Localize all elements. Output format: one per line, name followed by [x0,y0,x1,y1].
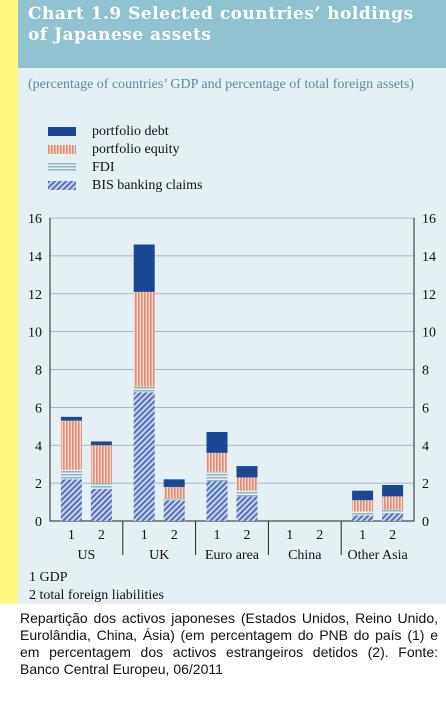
bar-segment-bis-banking-claims [382,513,404,521]
bar-segment-portfolio-equity [382,496,404,510]
legend-swatch-fdi [48,163,76,172]
bar-segment-portfolio-equity [236,477,258,491]
bar-segment-portfolio-debt [60,416,82,421]
group-label: UK [149,548,169,563]
bar-segment-fdi [352,511,374,516]
bar-sub-label: 2 [316,528,323,543]
chart-title-line1: Chart 1.9 Selected countries’ holdings [28,4,414,24]
y-tick-label-right: 0 [422,515,429,530]
legend: portfolio debt portfolio equity FDI BIS ban… [48,124,268,196]
bar-segment-bis-banking-claims [236,496,258,521]
group-label: Euro area [205,548,260,563]
group-label: Other Asia [347,548,408,563]
bar-segment-portfolio-equity [133,291,155,387]
y-tick-label-left: 12 [28,288,42,303]
bar-segment-fdi [206,471,228,482]
bar-segment-fdi [236,490,258,497]
legend-item: FDI [48,160,268,178]
y-tick-label-left: 6 [35,401,42,416]
bar-segment-portfolio-equity [90,445,112,484]
y-tick-label-left: 0 [35,515,42,530]
y-tick-label-right: 10 [422,326,436,341]
y-tick-label-right: 12 [422,288,436,303]
bar-notes: 1 GDP 2 total foreign liabilities [29,569,164,605]
y-tick-label-right: 4 [422,439,429,454]
legend-label: portfolio equity [92,142,180,157]
bar-segment-portfolio-equity [60,420,82,470]
y-tick-label-left: 14 [28,250,42,265]
y-tick-label-right: 6 [422,401,429,416]
y-tick-label-left: 16 [28,212,42,227]
note-gdp: 1 GDP [29,570,68,585]
bar-sub-label: 1 [141,528,148,543]
bar-segment-bis-banking-claims [352,515,374,521]
bar-sub-label: 2 [389,528,396,543]
bar-segment-portfolio-debt [382,485,404,497]
bar-sub-label: 1 [68,528,75,543]
note-total-foreign-liabilities: 2 total foreign liabilities [29,588,164,603]
bar-segment-portfolio-equity [163,486,185,499]
bar-sub-label: 1 [359,528,366,543]
footer-caption: Repartição dos activos japoneses (Estado… [20,610,438,677]
bar-segment-fdi [133,386,155,393]
bar-segment-bis-banking-claims [133,392,155,521]
group-label: China [288,548,322,563]
bar-segment-fdi [90,483,112,489]
bar-segment-fdi [60,469,82,480]
legend-swatch-portfolio-equity [48,145,76,154]
bar-segment-portfolio-debt [236,466,258,478]
y-tick-label-right: 8 [422,364,429,379]
bar-sub-label: 2 [98,528,105,543]
bar-sub-label: 2 [171,528,178,543]
legend-item: portfolio debt [48,124,268,142]
bar-segment-fdi [163,498,185,501]
axes-frame [49,218,415,522]
legend-label: portfolio debt [92,124,169,139]
bar-segment-bis-banking-claims [206,481,228,521]
legend-label: FDI [92,160,115,175]
y-tick-label-left: 4 [35,439,42,454]
legend-item: portfolio equity [48,142,268,160]
side-strip [0,0,18,604]
chart-title: Chart 1.9 Selected countries’ holdings o… [28,4,438,46]
bar-segment-portfolio-debt [133,244,155,292]
bar-segment-bis-banking-claims [90,488,112,521]
bar-segment-portfolio-debt [206,431,228,453]
bar-segment-portfolio-equity [206,452,228,472]
chart-title-line2: of Japanese assets [28,25,212,45]
bar-segment-fdi [382,509,404,514]
bar-segment-portfolio-debt [352,490,374,501]
legend-label: BIS banking claims [92,178,203,193]
y-tick-label-left: 8 [35,364,42,379]
legend-swatch-bis-banking-claims [48,181,76,190]
y-tick-label-right: 14 [422,250,436,265]
legend-item: BIS banking claims [48,178,268,196]
bar-sub-label: 1 [286,528,293,543]
bar-segment-bis-banking-claims [163,500,185,521]
chart-panel: (percentage of countries’ GDP and percen… [18,68,446,604]
chart-header: Chart 1.9 Selected countries’ holdings o… [18,0,446,68]
bar-segment-portfolio-equity [352,500,374,512]
y-tick-label-left: 2 [35,477,42,492]
bar-segment-portfolio-debt [90,441,112,446]
group-label: US [77,548,95,563]
y-tick-label-left: 10 [28,326,42,341]
bar-segment-portfolio-debt [163,479,185,487]
bar-sub-label: 2 [244,528,251,543]
bar-segment-bis-banking-claims [60,479,82,521]
bar-sub-label: 1 [214,528,221,543]
y-tick-label-right: 16 [422,212,436,227]
chart-subtitle: (percentage of countries’ GDP and percen… [28,77,415,92]
y-tick-label-right: 2 [422,477,429,492]
legend-swatch-portfolio-debt [48,127,76,136]
